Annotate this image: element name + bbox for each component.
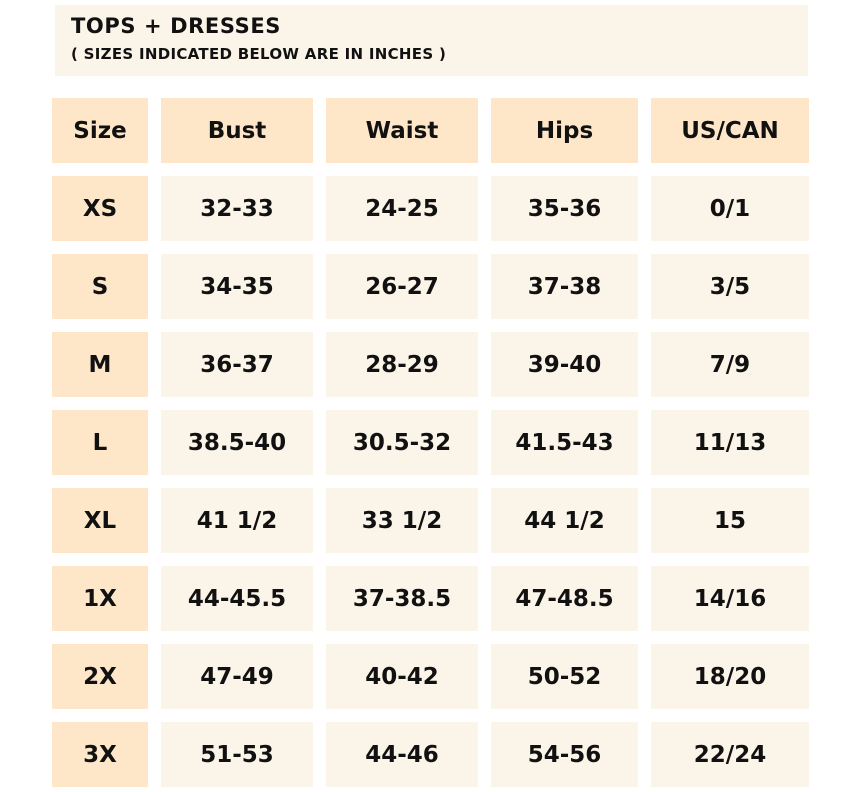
waist-value: 26-27 bbox=[326, 254, 478, 319]
hips-value: 35-36 bbox=[491, 176, 638, 241]
column-header-hips: Hips bbox=[491, 98, 638, 163]
size-label: L bbox=[52, 410, 148, 475]
hips-value: 41.5-43 bbox=[491, 410, 638, 475]
bust-value: 47-49 bbox=[161, 644, 313, 709]
bust-value: 32-33 bbox=[161, 176, 313, 241]
column-header-waist: Waist bbox=[326, 98, 478, 163]
waist-value: 24-25 bbox=[326, 176, 478, 241]
waist-value: 37-38.5 bbox=[326, 566, 478, 631]
bust-value: 44-45.5 bbox=[161, 566, 313, 631]
bust-value: 38.5-40 bbox=[161, 410, 313, 475]
us-can-value: 11/13 bbox=[651, 410, 809, 475]
size-label: XL bbox=[52, 488, 148, 553]
page-title: TOPS + DRESSES bbox=[71, 14, 282, 38]
size-label: XS bbox=[52, 176, 148, 241]
waist-value: 33 1/2 bbox=[326, 488, 478, 553]
hips-value: 47-48.5 bbox=[491, 566, 638, 631]
us-can-value: 7/9 bbox=[651, 332, 809, 397]
hips-value: 37-38 bbox=[491, 254, 638, 319]
size-chart-table: Size Bust Waist Hips US/CAN XS 32-33 24-… bbox=[52, 98, 809, 787]
size-label: 2X bbox=[52, 644, 148, 709]
hips-value: 50-52 bbox=[491, 644, 638, 709]
waist-value: 30.5-32 bbox=[326, 410, 478, 475]
column-header-bust: Bust bbox=[161, 98, 313, 163]
waist-value: 28-29 bbox=[326, 332, 478, 397]
us-can-value: 3/5 bbox=[651, 254, 809, 319]
page-subtitle: ( SIZES INDICATED BELOW ARE IN INCHES ) bbox=[71, 45, 447, 63]
hips-value: 44 1/2 bbox=[491, 488, 638, 553]
bust-value: 41 1/2 bbox=[161, 488, 313, 553]
column-header-us-can: US/CAN bbox=[651, 98, 809, 163]
hips-value: 54-56 bbox=[491, 722, 638, 787]
bust-value: 51-53 bbox=[161, 722, 313, 787]
hips-value: 39-40 bbox=[491, 332, 638, 397]
column-header-size: Size bbox=[52, 98, 148, 163]
us-can-value: 18/20 bbox=[651, 644, 809, 709]
size-label: 3X bbox=[52, 722, 148, 787]
bust-value: 34-35 bbox=[161, 254, 313, 319]
chart-header: TOPS + DRESSES ( SIZES INDICATED BELOW A… bbox=[55, 5, 808, 76]
us-can-value: 0/1 bbox=[651, 176, 809, 241]
us-can-value: 14/16 bbox=[651, 566, 809, 631]
waist-value: 44-46 bbox=[326, 722, 478, 787]
size-label: M bbox=[52, 332, 148, 397]
us-can-value: 22/24 bbox=[651, 722, 809, 787]
size-label: 1X bbox=[52, 566, 148, 631]
size-label: S bbox=[52, 254, 148, 319]
bust-value: 36-37 bbox=[161, 332, 313, 397]
waist-value: 40-42 bbox=[326, 644, 478, 709]
us-can-value: 15 bbox=[651, 488, 809, 553]
